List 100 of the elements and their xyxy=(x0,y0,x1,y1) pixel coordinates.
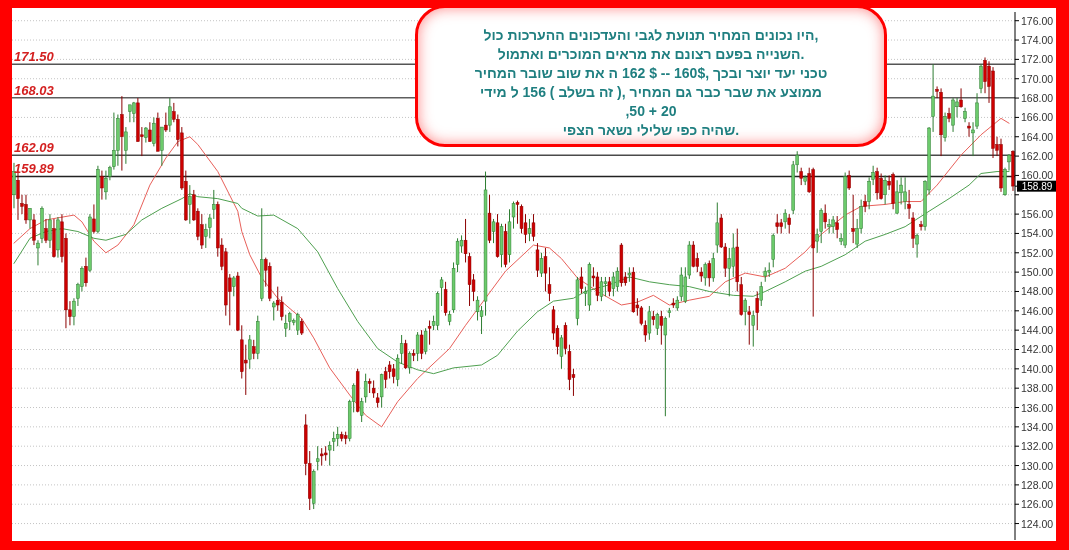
candlestick xyxy=(707,260,711,288)
candlestick xyxy=(272,300,276,321)
candlestick xyxy=(847,170,851,191)
candlestick xyxy=(443,281,448,317)
candlestick xyxy=(595,271,600,302)
candlestick xyxy=(611,271,616,297)
candlestick xyxy=(643,319,648,343)
y-tick-label: 156.00 xyxy=(1021,208,1054,221)
candlestick xyxy=(124,126,128,165)
candlestick xyxy=(663,316,668,417)
annotation: הצפי נשאר שלילי כפי שהיה. xyxy=(562,121,740,140)
candlestick xyxy=(919,220,923,232)
y-tick-label: 160.00 xyxy=(1021,169,1054,182)
y-tick-label: 150.00 xyxy=(1021,266,1054,279)
candlestick xyxy=(863,194,867,213)
candlestick xyxy=(248,334,252,370)
y-tick-label: 172.00 xyxy=(1021,53,1054,66)
candlestick xyxy=(947,107,951,123)
y-tick-label: 166.00 xyxy=(1021,111,1054,124)
candlestick xyxy=(391,363,396,384)
candlestick xyxy=(316,445,320,471)
y-tick-label: 146.00 xyxy=(1021,304,1054,317)
candlestick xyxy=(979,63,983,94)
candlestick xyxy=(44,218,48,244)
candlestick xyxy=(755,290,759,331)
candlestick xyxy=(331,431,336,452)
y-tick-label: 158.89 xyxy=(1021,180,1053,192)
candlestick xyxy=(879,172,883,201)
candlestick xyxy=(711,252,715,283)
candlestick xyxy=(727,247,731,297)
y-tick-label: 152.00 xyxy=(1021,246,1054,259)
candlestick xyxy=(152,116,156,147)
candlestick xyxy=(835,215,839,239)
candlestick xyxy=(160,126,164,167)
y-tick-label: 130.00 xyxy=(1021,459,1054,472)
annotation: ,50 + 20 xyxy=(625,102,677,121)
candlestick xyxy=(715,202,719,254)
candlestick xyxy=(603,276,608,297)
candlestick xyxy=(851,194,855,244)
ref-line-label: 162.09 xyxy=(14,140,55,156)
candlestick xyxy=(423,327,428,355)
candlestick xyxy=(24,194,28,225)
candlestick xyxy=(759,281,763,307)
candlestick xyxy=(28,207,32,230)
candlestick xyxy=(615,266,620,292)
annotation: כול ההערכות והעדכונים לגבי תנועת המחיר נכונים היו, xyxy=(483,26,819,45)
y-tick-label: 124.00 xyxy=(1021,517,1054,530)
candlestick xyxy=(92,203,96,234)
candlestick xyxy=(895,179,899,215)
candlestick xyxy=(883,174,887,205)
candlestick xyxy=(407,350,412,375)
y-tick-label: 168.00 xyxy=(1021,92,1054,105)
candlestick xyxy=(875,167,879,201)
y-tick-label: 138.00 xyxy=(1021,382,1054,395)
candlestick xyxy=(743,297,747,326)
candlestick xyxy=(491,218,496,244)
y-tick-label: 126.00 xyxy=(1021,498,1054,511)
candlestick xyxy=(84,257,88,288)
y-tick-label: 140.00 xyxy=(1021,362,1054,375)
candlestick xyxy=(32,213,36,246)
y-tick-label: 162.00 xyxy=(1021,150,1054,163)
candlestick xyxy=(539,252,544,278)
candlestick xyxy=(535,242,540,278)
candlestick xyxy=(579,266,584,294)
y-tick-label: 128.00 xyxy=(1021,478,1054,491)
line-series xyxy=(13,117,1010,428)
candlestick xyxy=(559,334,564,370)
candlestick xyxy=(967,121,971,138)
candlestick xyxy=(703,261,707,287)
candlestick xyxy=(288,311,292,331)
candlestick xyxy=(12,162,16,209)
candlestick xyxy=(599,276,604,302)
candlestick xyxy=(915,232,919,259)
candlestick xyxy=(751,310,755,348)
candlestick xyxy=(747,305,751,346)
y-tick-label: 170.00 xyxy=(1021,72,1054,85)
candlestick xyxy=(120,95,124,172)
candlestick xyxy=(691,240,696,268)
candlestick xyxy=(783,208,787,230)
candlestick xyxy=(335,426,340,447)
y-tick-label: 154.00 xyxy=(1021,227,1054,240)
candlestick xyxy=(104,170,108,201)
candlestick xyxy=(284,314,288,338)
y-tick-label: 132.00 xyxy=(1021,440,1054,453)
candlestick xyxy=(959,87,963,109)
candlestick xyxy=(280,295,284,321)
candlestick xyxy=(252,339,256,360)
candlestick xyxy=(419,329,424,360)
ref-line-label: 171.50 xyxy=(14,49,55,65)
candlestick xyxy=(943,112,947,143)
y-tick-label: 174.00 xyxy=(1021,34,1054,47)
candlestick xyxy=(148,121,152,143)
ref-line-label: 159.89 xyxy=(14,161,55,177)
candlestick xyxy=(659,310,664,346)
candlestick xyxy=(903,176,907,210)
candlestick xyxy=(607,276,612,297)
candlestick xyxy=(823,203,827,230)
candlestick xyxy=(164,112,168,133)
candlestick xyxy=(787,213,791,234)
ref-line-label: 168.03 xyxy=(14,82,55,98)
